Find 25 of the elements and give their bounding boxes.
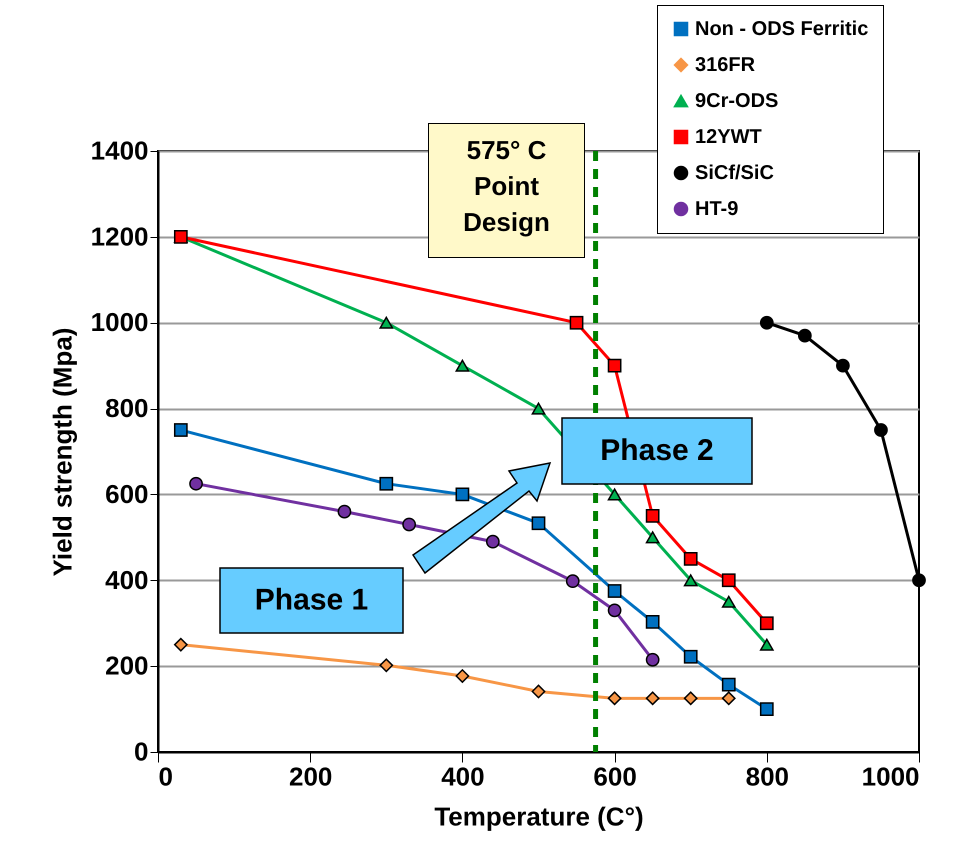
note-box: 575° C Point Design (428, 123, 585, 258)
y-tick-label: 0 (134, 736, 148, 766)
y-tick-label: 200 (105, 650, 148, 681)
x-tick-label: 0 (158, 762, 173, 792)
annotation: Phase 1 (254, 584, 368, 616)
y-tick-label: 400 (105, 564, 148, 595)
x-tick-label: 200 (289, 762, 332, 792)
annotation: Phase 2 (600, 434, 714, 467)
legend-label: HT-9 (695, 198, 738, 220)
legend-label: 316FR (695, 54, 756, 76)
y-tick-label: 1400 (90, 136, 148, 166)
legend-label: Non - ODS Ferritic (695, 18, 868, 40)
y-tick-label: 1200 (90, 221, 148, 252)
x-tick-label: 600 (593, 762, 637, 792)
y-tick-label: 600 (105, 478, 148, 509)
y-tick-label: 1000 (90, 307, 148, 338)
x-axis-title: Temperature (C°) (434, 802, 644, 832)
y-axis-title: Yield strength (Mpa) (48, 328, 78, 576)
x-tick-label: 1000 (862, 762, 920, 792)
legend-label: 12YWT (695, 126, 762, 148)
x-tick-label: 400 (441, 762, 485, 792)
legend-label: 9Cr-ODS (695, 90, 778, 112)
x-tick-label: 800 (746, 762, 789, 792)
y-tick-label: 800 (105, 393, 148, 424)
legend-label: SiCf/SiC (695, 162, 774, 184)
